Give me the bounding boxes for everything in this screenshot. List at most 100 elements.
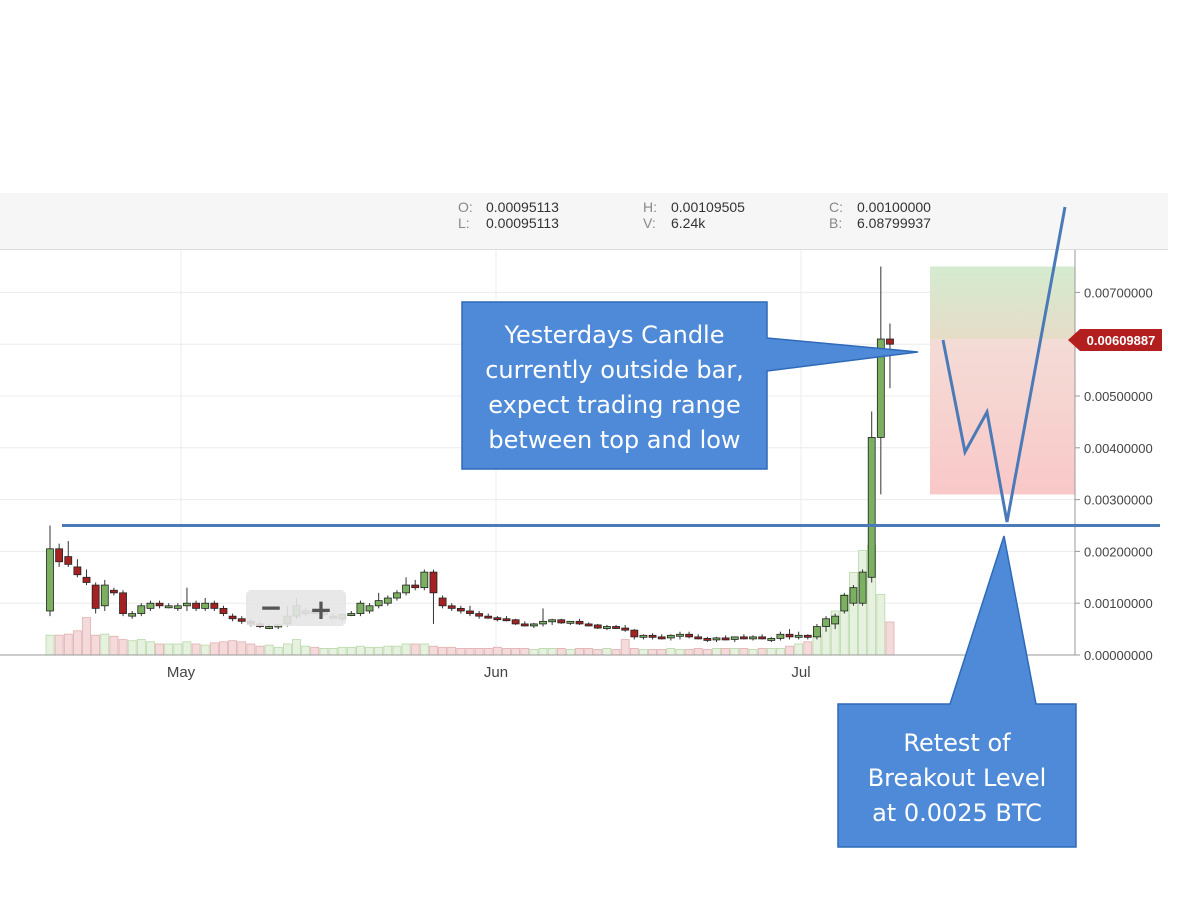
candle-body bbox=[64, 556, 73, 565]
candle-body bbox=[749, 636, 757, 640]
candle-body bbox=[666, 634, 675, 639]
x-tick-label: Jul bbox=[791, 664, 810, 681]
volume-bar bbox=[82, 617, 91, 656]
callout-top-line-4: between top and low bbox=[488, 426, 741, 454]
candle-body bbox=[55, 548, 64, 563]
volume-bar bbox=[492, 646, 502, 656]
volume-bar bbox=[465, 648, 475, 656]
y-tick-label: 0.00100000 bbox=[1084, 596, 1153, 611]
volume-bar bbox=[885, 621, 895, 656]
volume-bar bbox=[127, 640, 137, 656]
volume-bar bbox=[118, 639, 128, 656]
candle-body bbox=[822, 618, 830, 627]
candle-body bbox=[721, 637, 730, 641]
ohlc-high: H: 0.00109505 bbox=[643, 199, 745, 215]
candle-body bbox=[557, 619, 566, 624]
candle-body bbox=[183, 602, 191, 607]
volume-bar bbox=[529, 649, 539, 656]
candle-body bbox=[484, 615, 493, 619]
candle-body bbox=[566, 620, 575, 624]
volume-bar bbox=[429, 645, 438, 656]
candle-body bbox=[201, 602, 210, 609]
candle-body bbox=[265, 626, 274, 629]
candle-body bbox=[886, 338, 894, 345]
candle-body bbox=[356, 602, 365, 614]
volume-bar bbox=[757, 648, 767, 656]
candle-body bbox=[575, 620, 584, 625]
volume-bar bbox=[310, 646, 320, 656]
volume-bar bbox=[164, 643, 174, 656]
ohlc-close: C: 0.00100000 bbox=[829, 199, 931, 215]
volume-bar bbox=[693, 648, 703, 656]
candle-body bbox=[456, 607, 465, 612]
volume-bar bbox=[702, 649, 712, 656]
volume-bar bbox=[109, 635, 119, 656]
candle-body bbox=[347, 613, 356, 616]
candle-body bbox=[813, 626, 821, 638]
zoom-controls[interactable]: − + bbox=[246, 590, 346, 626]
volume-bar bbox=[282, 643, 292, 656]
last-price-label: 0.00609887 bbox=[1087, 333, 1156, 348]
y-tick-label: 0.00400000 bbox=[1084, 441, 1153, 456]
candle-body bbox=[621, 627, 630, 631]
candle-body bbox=[767, 638, 776, 641]
range-box-lower bbox=[930, 339, 1075, 495]
volume-bar bbox=[182, 641, 192, 656]
candle-body bbox=[529, 623, 538, 627]
volume-bar bbox=[547, 648, 557, 656]
candle-body bbox=[539, 620, 547, 625]
volume-bar bbox=[264, 644, 274, 656]
candle-body bbox=[402, 584, 410, 594]
candle-body bbox=[237, 618, 246, 622]
candle-body bbox=[192, 602, 200, 609]
y-tick-label: 0.00700000 bbox=[1084, 285, 1153, 300]
candle-body bbox=[858, 571, 867, 604]
volume-bar bbox=[136, 639, 146, 656]
candle-body bbox=[803, 634, 812, 638]
volume-bar bbox=[538, 648, 548, 656]
volume-bar bbox=[191, 643, 201, 656]
ohlc-open: O: 0.00095113 bbox=[458, 199, 559, 215]
projection-line bbox=[941, 206, 1067, 523]
candle-body bbox=[493, 617, 502, 621]
candle-body bbox=[584, 623, 593, 627]
volume-bar bbox=[657, 649, 667, 656]
candle-body bbox=[383, 597, 392, 604]
zoom-out-button[interactable]: − bbox=[259, 591, 282, 624]
volume-bar bbox=[556, 648, 566, 656]
volume-bar bbox=[365, 646, 374, 656]
candle-body bbox=[840, 595, 849, 612]
callout-top-line-3: expect trading range bbox=[488, 391, 741, 419]
candle-body bbox=[155, 602, 164, 607]
candle-body bbox=[429, 571, 438, 594]
volume-bar bbox=[346, 646, 356, 656]
candle-body bbox=[91, 584, 100, 609]
volume-bar bbox=[100, 633, 110, 656]
candle-body bbox=[612, 626, 620, 629]
candle-body bbox=[420, 571, 429, 589]
volume-bar bbox=[620, 639, 630, 656]
callouts bbox=[461, 301, 1077, 848]
volume-bar bbox=[155, 643, 164, 656]
volume-bar bbox=[146, 641, 155, 656]
callout-top-text: Yesterdays Candle currently outside bar,… bbox=[462, 318, 767, 458]
volume-bar bbox=[876, 594, 886, 656]
candle-body bbox=[100, 584, 109, 607]
volume-bars bbox=[45, 544, 895, 656]
volume-bar bbox=[593, 649, 603, 656]
candle-body bbox=[694, 636, 703, 640]
callout-top-shape bbox=[461, 301, 919, 470]
volume-bar bbox=[246, 643, 256, 656]
volume-bar bbox=[849, 572, 858, 656]
candle-body bbox=[219, 607, 228, 614]
volume-bar bbox=[602, 648, 612, 656]
volume-bar bbox=[730, 648, 740, 656]
volume-bar bbox=[273, 646, 283, 656]
candle-body bbox=[520, 623, 529, 627]
candle-body bbox=[374, 600, 383, 607]
volume-bar bbox=[209, 642, 219, 656]
zoom-in-button[interactable]: + bbox=[309, 593, 332, 626]
candle-body bbox=[46, 548, 54, 612]
candle-body bbox=[849, 587, 858, 604]
